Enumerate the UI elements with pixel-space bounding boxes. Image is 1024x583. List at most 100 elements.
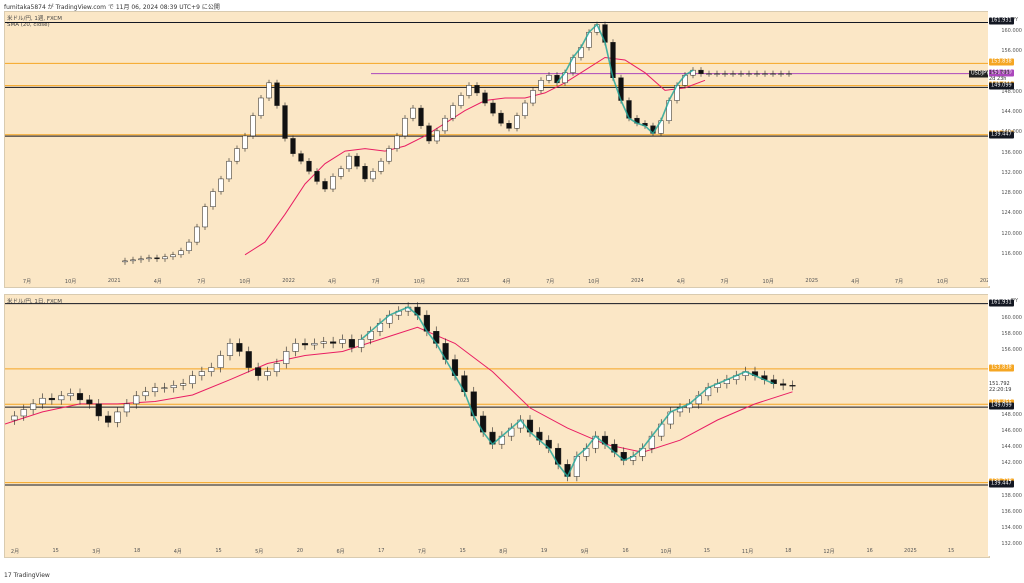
candle-28 (264, 371, 271, 376)
candle-33 (378, 160, 384, 172)
candle-21 (198, 371, 205, 376)
candle-13 (218, 178, 224, 192)
candle-40 (434, 130, 440, 142)
candle-33 (311, 343, 318, 346)
candle-25 (236, 343, 243, 352)
daily-price-axis[interactable]: JPY 161.931153.838149.455149.099139.7281… (988, 294, 1024, 556)
candle-13 (123, 403, 130, 413)
y-tick-6: 142.000 (1001, 460, 1022, 467)
candle-24 (306, 160, 312, 172)
candle-34 (320, 341, 327, 344)
sma-line (244, 56, 706, 256)
x-tick-21: 16 (866, 548, 873, 554)
x-tick-12: 7月 (546, 279, 555, 285)
x-tick-4: 4月 (173, 549, 182, 555)
candle-54 (546, 74, 552, 81)
candle-50 (514, 115, 520, 129)
candle-47 (490, 102, 496, 114)
x-tick-3: 4月 (153, 279, 162, 285)
candle-5 (154, 257, 160, 260)
candle-79 (746, 73, 752, 75)
y-tick-10: 132.000 (1001, 541, 1022, 547)
x-tick-13: 19 (540, 548, 548, 554)
weekly-chart-panel[interactable]: 米ドル/円, 1週, FXCM SMA (20, close) USDJPY 7月… (4, 11, 993, 288)
y-tick-1: 158.000 (1001, 331, 1022, 338)
tradingview-logo[interactable]: 17 TradingView (4, 572, 50, 579)
x-tick-13: 10月 (588, 279, 600, 285)
candle-25 (314, 171, 320, 182)
x-tick-15: 4月 (676, 279, 686, 285)
candle-77 (730, 73, 736, 75)
bar-countdown: 22:20:19 (989, 387, 1012, 394)
weekly-price-axis[interactable]: JPY 161.931153.838151.810149.455149.0991… (988, 11, 1024, 286)
candle-76 (722, 73, 728, 75)
candle-29 (273, 363, 280, 372)
candle-37 (348, 339, 355, 348)
current-price: 151.793 (989, 69, 1010, 76)
candle-18 (170, 385, 177, 388)
y-tick-4: 146.000 (1001, 428, 1022, 435)
x-tick-22: 2026 (979, 278, 993, 284)
candle-32 (301, 343, 309, 346)
candle-7 (170, 254, 176, 258)
x-tick-14: 2024 (631, 278, 644, 284)
x-tick-6: 5月 (255, 549, 264, 555)
x-tick-12: 8月 (499, 549, 508, 555)
candle-21 (282, 105, 288, 139)
x-tick-18: 11月 (741, 549, 754, 555)
x-tick-11: 4月 (502, 279, 511, 285)
candle-16 (151, 387, 159, 393)
x-tick-21: 10月 (936, 279, 949, 285)
x-tick-16: 7月 (720, 279, 729, 285)
current-price: 151.792 (989, 381, 1010, 388)
candle-27 (255, 367, 262, 376)
x-tick-16: 10月 (660, 549, 672, 555)
x-tick-17: 10月 (762, 279, 774, 285)
daily-chart-panel[interactable]: 米ドル/円, 1日, FXCM 2月 15 3月 18 4月 15 5月 20 6月 17 7月 15… (4, 294, 990, 558)
candle-44 (466, 85, 472, 96)
y-tick-2: 148.000 (1001, 88, 1022, 95)
x-tick-20: 7月 (894, 279, 904, 285)
candle-82 (770, 73, 776, 75)
plot-svg (5, 302, 989, 486)
x-tick-9: 17 (378, 548, 385, 554)
candle-12 (114, 411, 121, 423)
candle-30 (354, 155, 360, 167)
x-tick-10: 7月 (417, 549, 427, 555)
x-tick-1: 10月 (64, 279, 77, 285)
candle-2 (130, 259, 136, 262)
candle-83 (778, 73, 784, 75)
candle-73 (698, 69, 704, 75)
y-tick-7: 128.000 (1001, 190, 1022, 197)
x-tick-0: 2月 (10, 549, 20, 555)
candle-16 (242, 135, 248, 149)
candle-42 (450, 105, 456, 119)
candle-43 (458, 95, 464, 106)
candle-31 (292, 343, 299, 352)
x-tick-23: 15 (947, 548, 955, 554)
plot-svg (5, 21, 989, 265)
x-tick-11: 15 (459, 548, 466, 554)
candle-32 (370, 171, 376, 180)
candle-46 (482, 92, 488, 104)
indicator-label: SMA (20, close) (7, 22, 50, 28)
candle-31 (362, 166, 368, 180)
y-tick-8: 124.000 (1001, 210, 1022, 217)
candle-19 (180, 383, 187, 386)
candle-37 (410, 107, 416, 119)
y-tick-9: 134.000 (1001, 524, 1022, 531)
candle-10 (95, 403, 102, 417)
candle-2 (20, 409, 27, 417)
candle-23 (298, 153, 304, 162)
x-tick-4: 7月 (197, 279, 206, 285)
candle-18 (258, 97, 264, 116)
candle-20 (189, 375, 196, 384)
y-tick-5: 144.000 (1001, 444, 1022, 451)
candle-22 (290, 138, 296, 154)
candle-36 (402, 117, 408, 137)
level-tag-2: 151.810 (989, 69, 1014, 77)
candle-75 (714, 73, 720, 75)
x-tick-2: 3月 (92, 549, 101, 555)
candle-41 (442, 117, 448, 132)
candle-22 (208, 367, 215, 372)
